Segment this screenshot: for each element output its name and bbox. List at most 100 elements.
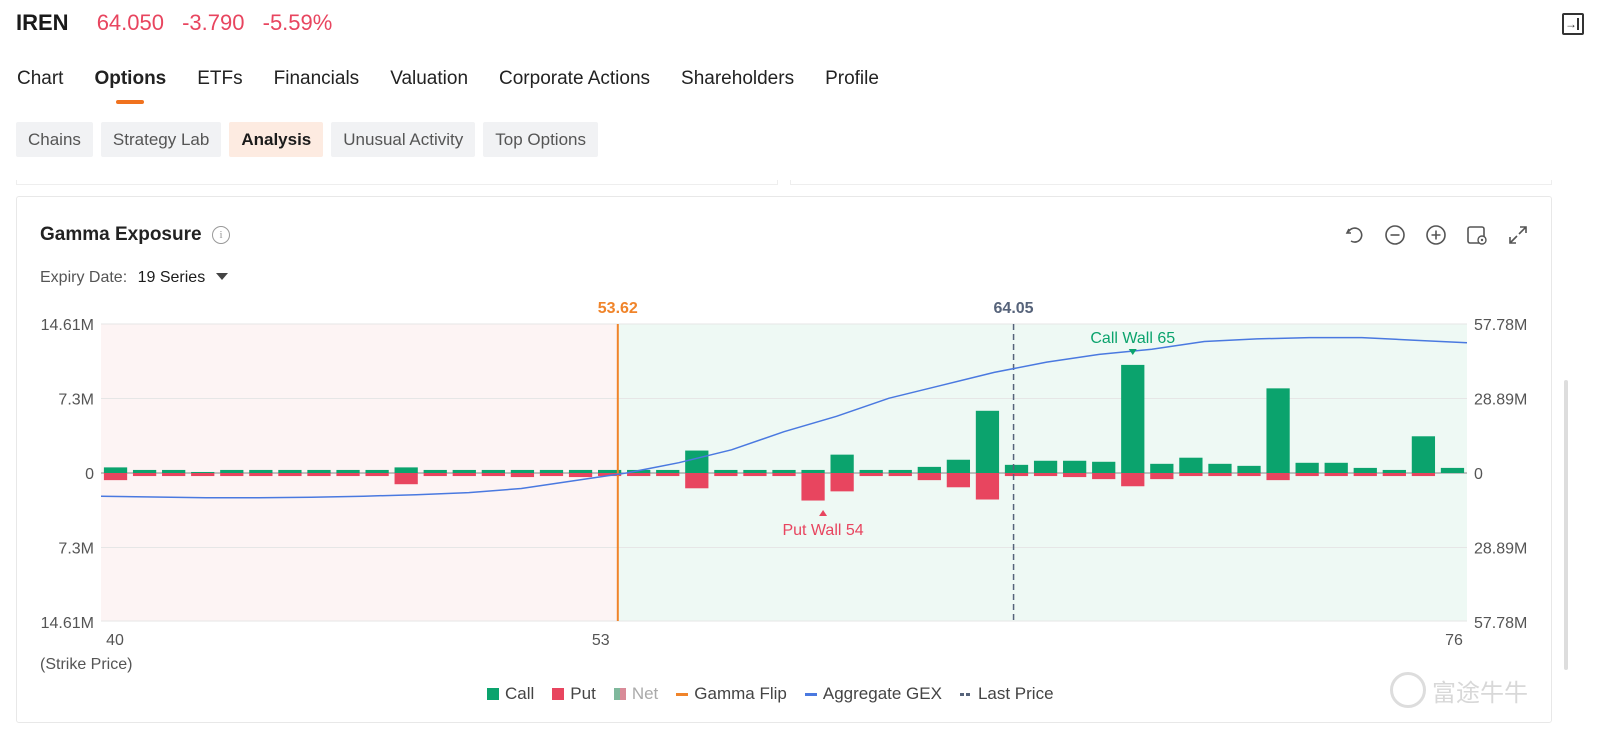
chevron-down-icon bbox=[215, 273, 228, 280]
put-bar bbox=[568, 473, 593, 478]
call-bar bbox=[946, 459, 971, 473]
put-bar bbox=[1063, 473, 1087, 478]
call-bar bbox=[1004, 464, 1029, 473]
tab-chart[interactable]: Chart bbox=[17, 68, 64, 89]
scrollbar[interactable] bbox=[1564, 380, 1568, 670]
subtab-strategy-lab[interactable]: Strategy Lab bbox=[100, 122, 222, 157]
expiry-value: 19 Series bbox=[137, 269, 206, 286]
put-bar bbox=[597, 473, 622, 477]
legend-item-put[interactable]: Put bbox=[552, 684, 596, 704]
tab-profile[interactable]: Profile bbox=[825, 68, 879, 89]
call-bar bbox=[162, 469, 186, 473]
tab-financials[interactable]: Financials bbox=[273, 68, 360, 89]
subtab-analysis[interactable]: Analysis bbox=[229, 122, 324, 157]
put-bar bbox=[627, 473, 651, 477]
undo-icon[interactable] bbox=[1343, 224, 1365, 246]
put-bar bbox=[132, 473, 157, 477]
legend-swatch bbox=[676, 692, 689, 696]
legend-swatch bbox=[552, 688, 565, 700]
call-bar bbox=[336, 469, 360, 473]
call-bar bbox=[220, 469, 244, 473]
call-bar bbox=[830, 454, 854, 473]
brand-logo-icon bbox=[1390, 672, 1426, 708]
call-bar bbox=[685, 450, 709, 473]
zoom-in-icon[interactable] bbox=[1425, 224, 1447, 246]
main-tabs: Chart Options ETFs Financials Valuation Corpo… bbox=[17, 68, 879, 104]
put-bar bbox=[452, 473, 476, 477]
legend-item-gamma-flip[interactable]: Gamma Flip bbox=[676, 684, 787, 704]
call-bar bbox=[103, 467, 128, 473]
put-bar bbox=[859, 473, 883, 477]
panel-title: Gamma Exposure bbox=[40, 224, 202, 245]
put-bar bbox=[394, 473, 418, 485]
call-bar bbox=[1295, 462, 1319, 473]
ticker-change: -3.790 bbox=[182, 10, 245, 35]
x-axis-label: (Strike Price) bbox=[40, 656, 132, 673]
watermark-text: 富途牛牛 bbox=[1432, 679, 1528, 707]
put-bar bbox=[1411, 473, 1436, 477]
legend-swatch bbox=[613, 688, 626, 700]
put-bar bbox=[162, 473, 186, 477]
put-bar bbox=[307, 473, 331, 477]
call-bar bbox=[423, 469, 447, 473]
call-bar bbox=[510, 469, 535, 473]
zoom-out-icon[interactable] bbox=[1384, 224, 1406, 246]
call-bar bbox=[1092, 461, 1116, 473]
call-bar bbox=[568, 469, 593, 473]
last-price-label: 64.05 bbox=[994, 300, 1034, 317]
put-bar bbox=[1237, 473, 1261, 477]
expiry-date-selector[interactable]: Expiry Date: 19 Series bbox=[40, 269, 228, 287]
y-tick-label-left: 0 bbox=[85, 466, 94, 483]
call-bar bbox=[597, 469, 622, 473]
legend-item-last-price[interactable]: Last Price bbox=[959, 684, 1054, 704]
put-bar bbox=[685, 473, 709, 489]
subtab-top-options[interactable]: Top Options bbox=[483, 122, 598, 157]
put-bar bbox=[103, 473, 128, 481]
put-bar bbox=[714, 473, 738, 477]
put-bar bbox=[1150, 473, 1174, 480]
info-icon[interactable]: i bbox=[212, 226, 230, 244]
tab-corporate-actions[interactable]: Corporate Actions bbox=[499, 68, 651, 89]
put-bar bbox=[801, 473, 825, 501]
put-bar bbox=[1266, 473, 1290, 481]
tab-etfs[interactable]: ETFs bbox=[197, 68, 243, 89]
tab-valuation[interactable]: Valuation bbox=[390, 68, 469, 89]
legend-swatch bbox=[804, 692, 817, 696]
tab-options[interactable]: Options bbox=[94, 68, 167, 104]
tab-shareholders[interactable]: Shareholders bbox=[681, 68, 795, 89]
call-bar bbox=[1033, 460, 1058, 473]
put-bar bbox=[1004, 473, 1029, 477]
expand-icon[interactable] bbox=[1507, 224, 1529, 246]
y-tick-label-left: 7.3M bbox=[58, 392, 94, 409]
legend-label: Gamma Flip bbox=[694, 684, 787, 703]
legend-swatch bbox=[959, 692, 972, 696]
legend-item-call[interactable]: Call bbox=[487, 684, 534, 704]
call-wall-marker bbox=[1128, 349, 1137, 355]
exit-panel-icon[interactable]: → bbox=[1562, 13, 1584, 35]
put-bar bbox=[365, 473, 389, 477]
gamma-flip-label: 53.62 bbox=[598, 300, 638, 317]
call-bar bbox=[394, 467, 418, 473]
watermark: 富途牛牛 bbox=[1390, 672, 1528, 708]
call-bar bbox=[917, 466, 941, 473]
call-bar bbox=[307, 469, 331, 473]
subtab-chains[interactable]: Chains bbox=[16, 122, 93, 157]
y-tick-label-left: 14.61M bbox=[41, 317, 94, 334]
put-bar bbox=[423, 473, 447, 477]
call-bar bbox=[132, 469, 157, 473]
settings-icon[interactable] bbox=[1466, 224, 1488, 246]
legend-item-aggregate-gex[interactable]: Aggregate GEX bbox=[804, 684, 942, 704]
aggregate-gex-line bbox=[100, 336, 1468, 499]
legend-item-net[interactable]: Net bbox=[613, 684, 658, 704]
call-bar bbox=[249, 469, 273, 473]
put-bar bbox=[278, 473, 302, 477]
call-bar bbox=[656, 469, 680, 473]
subtab-unusual-activity[interactable]: Unusual Activity bbox=[331, 122, 476, 157]
call-bar bbox=[888, 469, 912, 473]
call-bar bbox=[1324, 462, 1348, 473]
upper-panel-edge-left bbox=[16, 180, 778, 185]
call-bar bbox=[714, 469, 738, 473]
put-bar bbox=[946, 473, 971, 488]
put-bar bbox=[1179, 473, 1203, 477]
y-tick-label-right: 0 bbox=[1474, 466, 1483, 483]
